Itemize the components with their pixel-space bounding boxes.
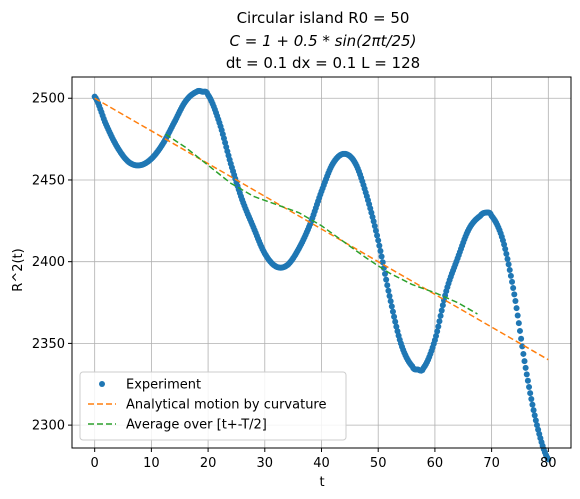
experiment-point — [504, 255, 511, 262]
legend: Experiment Analytical motion by curvature… — [79, 371, 347, 441]
experiment-point — [502, 246, 509, 253]
experiment-point — [372, 227, 379, 234]
experiment-point — [371, 222, 378, 229]
experiment-point — [524, 377, 531, 384]
experiment-point — [434, 328, 441, 335]
experiment-point — [387, 298, 394, 305]
experiment-point — [533, 422, 540, 429]
x-tick-label: 50 — [370, 456, 387, 471]
chart-title: Circular island R0 = 50 C = 1 + 0.5 * si… — [226, 9, 420, 72]
axis-ticks: 0 10 20 30 40 50 60 70 80 2300 2350 2400 2450 2500 — [32, 92, 557, 471]
experiment-point — [510, 285, 517, 292]
y-tick-label: 2400 — [32, 255, 65, 270]
experiment-point — [520, 350, 527, 357]
x-tick-label: 70 — [483, 456, 500, 471]
legend-marker — [99, 381, 105, 387]
experiment-point — [389, 308, 396, 315]
experiment-point — [375, 237, 382, 244]
experiment-point — [436, 318, 443, 325]
y-axis-label: R^2(t) — [11, 248, 26, 291]
x-tick-label: 80 — [540, 456, 557, 471]
experiment-point — [378, 253, 385, 260]
legend-item: Analytical motion by curvature — [88, 398, 326, 413]
experiment-point — [433, 333, 440, 340]
title-line-3: dt = 0.1 dx = 0.1 L = 128 — [226, 54, 420, 72]
experiment-point — [530, 407, 537, 414]
x-axis-label: t — [319, 475, 324, 490]
experiment-point — [512, 298, 519, 305]
legend-label: Analytical motion by curvature — [126, 398, 326, 413]
experiment-point — [506, 266, 513, 273]
experiment-point — [519, 343, 526, 350]
experiment-point — [518, 335, 525, 342]
experiment-point — [528, 395, 535, 402]
experiment-point — [521, 358, 528, 365]
experiment-point — [370, 218, 377, 225]
experiment-point — [526, 383, 533, 390]
experiment-point — [379, 259, 386, 266]
experiment-point — [503, 250, 510, 257]
experiment-point — [374, 232, 381, 239]
legend-label: Average over [t+-T/2] — [126, 418, 267, 433]
experiment-point — [507, 272, 514, 279]
experiment-point — [532, 417, 539, 424]
experiment-point — [514, 312, 521, 319]
experiment-point — [523, 371, 530, 378]
experiment-point — [382, 270, 389, 277]
experiment-point — [392, 318, 399, 325]
experiment-point — [435, 323, 442, 330]
experiment-point — [505, 261, 512, 268]
experiment-point — [376, 242, 383, 249]
experiment-point — [384, 282, 391, 289]
experiment-point — [386, 293, 393, 300]
x-tick-label: 20 — [200, 456, 217, 471]
title-line-1: Circular island R0 = 50 — [237, 9, 410, 27]
x-tick-label: 30 — [257, 456, 274, 471]
title-line-2: C = 1 + 0.5 * sin(2πt/25) — [230, 32, 417, 50]
experiment-point — [377, 247, 384, 254]
legend-item: Average over [t+-T/2] — [88, 418, 267, 433]
experiment-point — [437, 312, 444, 319]
y-tick-label: 2350 — [32, 337, 65, 352]
experiment-point — [393, 323, 400, 330]
x-tick-label: 40 — [313, 456, 330, 471]
legend-item: Experiment — [99, 378, 201, 393]
experiment-point — [388, 303, 395, 310]
series-line — [94, 97, 549, 361]
series-1 — [94, 97, 549, 361]
experiment-point — [509, 278, 516, 285]
experiment-point — [529, 401, 536, 408]
plot-series — [91, 87, 552, 463]
legend-box — [79, 371, 347, 441]
experiment-point — [391, 313, 398, 320]
experiment-point — [531, 412, 538, 419]
experiment-point — [438, 307, 445, 314]
x-tick-label: 10 — [143, 456, 160, 471]
experiment-point — [516, 327, 523, 334]
x-tick-label: 0 — [91, 456, 99, 471]
experiment-point — [515, 320, 522, 327]
experiment-point — [522, 364, 529, 371]
experiment-point — [513, 305, 520, 312]
experiment-point — [527, 390, 534, 397]
series-line — [165, 133, 478, 315]
experiment-point — [511, 291, 518, 298]
legend-label: Experiment — [126, 378, 201, 393]
y-tick-label: 2300 — [32, 419, 65, 434]
x-tick-label: 60 — [427, 456, 444, 471]
experiment-point — [545, 456, 552, 463]
y-tick-label: 2450 — [32, 173, 65, 188]
series-0 — [91, 87, 552, 463]
y-tick-label: 2500 — [32, 92, 65, 107]
experiment-point — [439, 302, 446, 309]
series-2 — [165, 133, 478, 315]
experiment-point — [383, 276, 390, 283]
experiment-point — [385, 287, 392, 294]
